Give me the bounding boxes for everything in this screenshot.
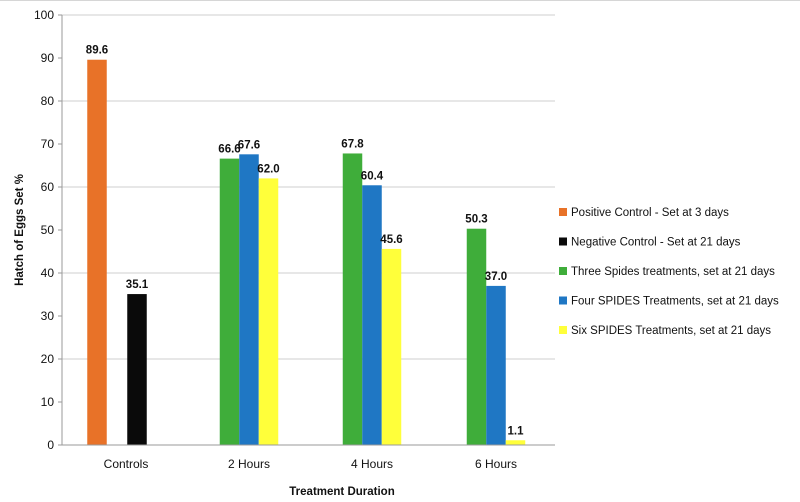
y-tick-label: 100	[34, 8, 54, 22]
legend-label: Negative Control - Set at 21 days	[571, 237, 741, 249]
legend-label: Four SPIDES Treatments, set at 21 days	[571, 296, 779, 308]
bar	[87, 59, 107, 445]
bar	[362, 185, 382, 445]
y-tick-label: 60	[41, 180, 55, 194]
data-label: 67.6	[238, 139, 260, 151]
y-axis-title: Hatch of Eggs Set %	[14, 174, 26, 286]
bar	[258, 178, 279, 445]
y-tick-label: 20	[41, 352, 55, 366]
x-tick-label: 4 Hours	[351, 457, 393, 471]
legend-label: Six SPIDES Treatments, set at 21 days	[571, 325, 771, 337]
data-label: 50.3	[465, 214, 487, 226]
y-tick-label: 30	[41, 309, 55, 323]
y-tick-label: 90	[41, 51, 55, 65]
legend-swatch	[559, 237, 567, 246]
legend-swatch	[559, 326, 567, 334]
bar	[239, 154, 259, 445]
bar	[466, 228, 487, 445]
legend: Positive Control - Set at 3 days Negative…	[559, 207, 779, 337]
data-label: 37.0	[485, 271, 507, 283]
y-tick-label: 40	[41, 266, 55, 280]
y-tick-label: 70	[41, 137, 55, 151]
x-tick-label: 6 Hours	[475, 457, 517, 471]
bar	[505, 440, 526, 445]
bar	[219, 158, 240, 445]
legend-swatch	[559, 208, 567, 216]
y-tick-label: 10	[41, 395, 55, 409]
y-tick-label: 0	[47, 438, 54, 452]
bars	[87, 59, 526, 445]
bar	[486, 285, 506, 445]
legend-label: Three Spides treatments, set at 21 days	[571, 266, 775, 278]
data-label: 35.1	[126, 279, 149, 291]
bar	[127, 294, 147, 445]
bar	[342, 153, 363, 445]
x-axis-title: Treatment Duration	[289, 486, 394, 498]
data-label: 1.1	[508, 425, 525, 437]
data-label: 45.6	[380, 234, 402, 246]
legend-swatch	[559, 296, 567, 305]
bar	[381, 248, 402, 445]
data-label: 89.6	[86, 45, 108, 57]
legend-swatch	[559, 267, 567, 275]
x-tick-label: 2 Hours	[228, 457, 270, 471]
y-tick-label: 50	[41, 223, 55, 237]
data-label: 67.8	[341, 138, 364, 150]
data-label: 60.4	[361, 170, 384, 182]
data-labels: 89.6 35.1 66.667.6 62.0 67.8 60.4 45.6 50.3 37.0…	[86, 45, 524, 438]
y-tick-label: 80	[41, 94, 55, 108]
x-tick-label: Controls	[104, 457, 149, 471]
legend-label: Positive Control - Set at 3 days	[571, 207, 729, 219]
axes: 0 10 20 30 40 50 60 70 80 90 100 Controls 2 Hours 4 H…	[14, 8, 555, 498]
data-label: 66.6	[218, 144, 240, 156]
data-label: 62.0	[257, 163, 279, 175]
